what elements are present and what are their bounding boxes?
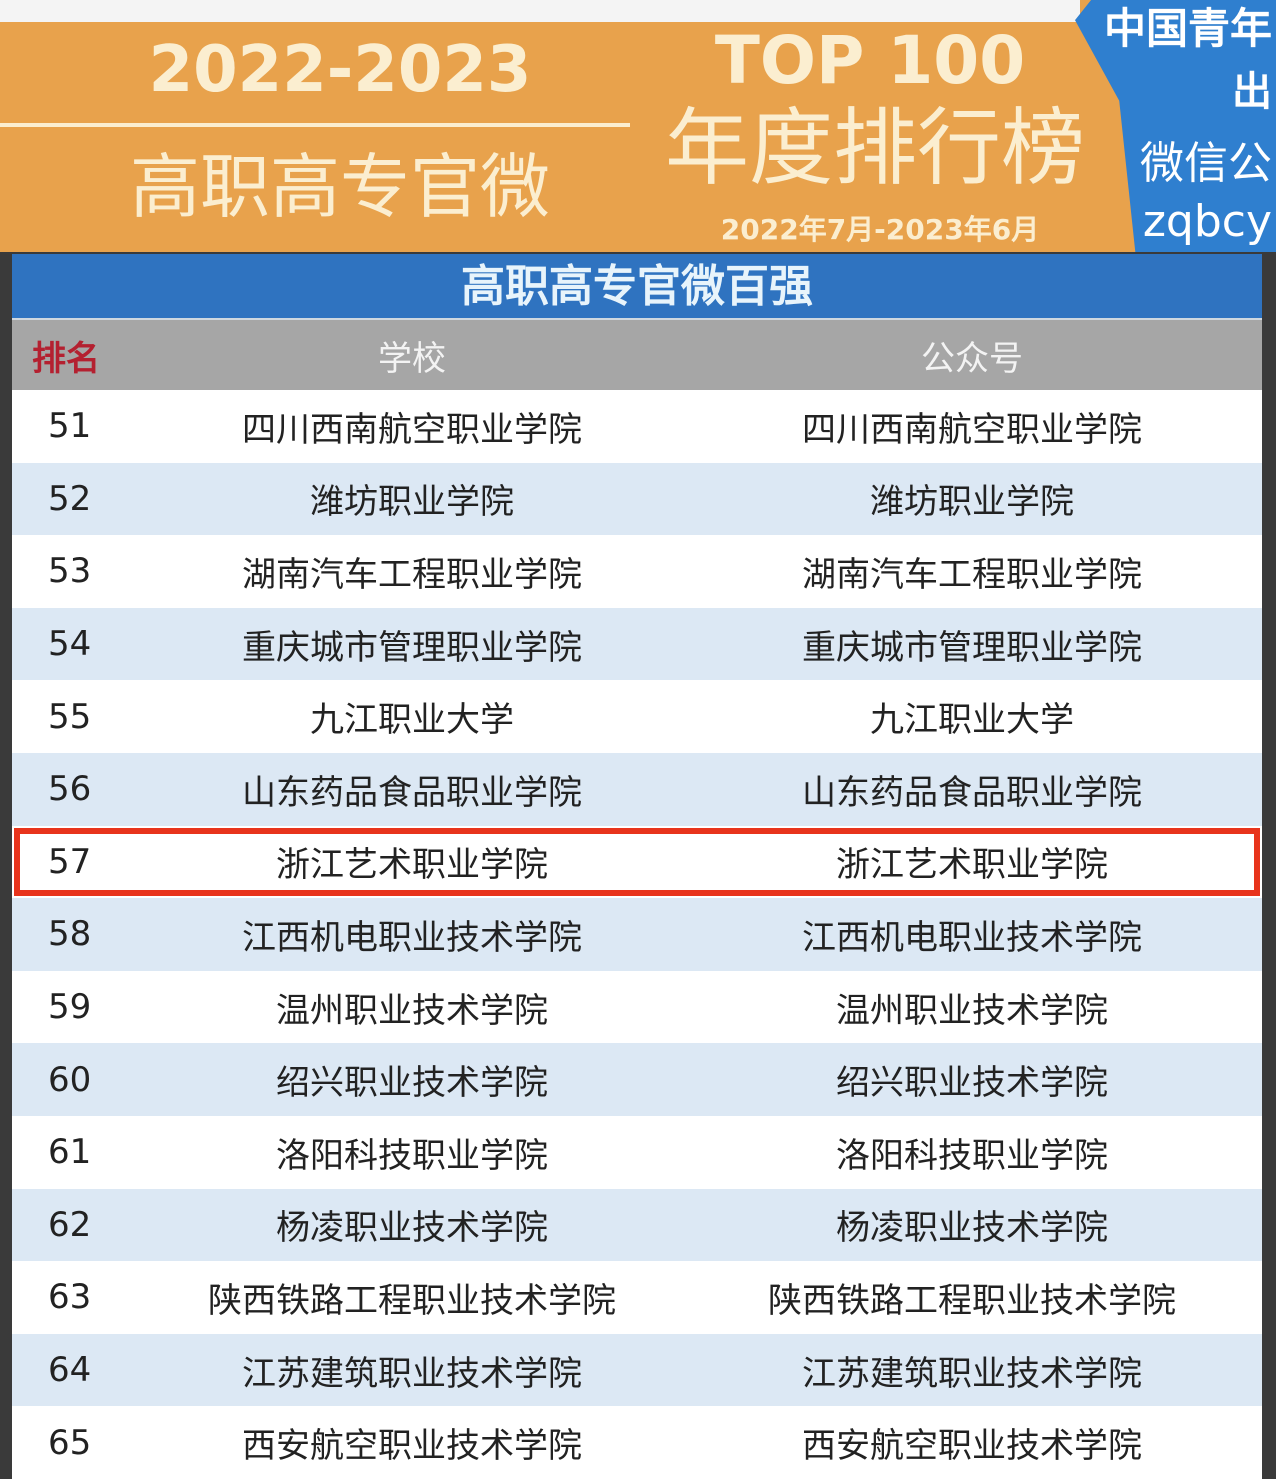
ranking-banner: 2022-2023 高职高专官微 TOP 100 年度排行榜 2022年7月-2…	[0, 0, 1276, 252]
account-cell: 浙江艺术职业学院	[836, 845, 1108, 886]
account-cell: 湖南汽车工程职业学院	[802, 554, 1142, 595]
banner-ranking-title: 年度排行榜	[664, 99, 1085, 197]
account-cell: 西安航空职业技术学院	[802, 1426, 1142, 1467]
rank-cell: 62	[48, 1204, 92, 1245]
badge-line2: 出	[1232, 69, 1272, 115]
account-cell: 九江职业大学	[870, 700, 1074, 741]
school-cell: 湖南汽车工程职业学院	[242, 554, 582, 595]
school-cell: 西安航空职业技术学院	[242, 1426, 582, 1467]
banner-subtitle: 高职高专官微	[130, 146, 550, 228]
account-cell: 山东药品食品职业学院	[802, 772, 1142, 813]
school-cell: 绍兴职业技术学院	[276, 1063, 548, 1104]
rank-cell: 56	[48, 769, 92, 810]
rank-cell: 57	[48, 841, 92, 882]
account-cell: 洛阳科技职业学院	[836, 1135, 1108, 1176]
header-school: 学校	[378, 338, 446, 379]
table-row: 58 江西机电职业技术学院 江西机电职业技术学院	[12, 898, 1262, 971]
account-cell: 绍兴职业技术学院	[836, 1063, 1108, 1104]
school-cell: 陕西铁路工程职业技术学院	[208, 1280, 616, 1321]
banner-period: 2022年7月-2023年6月	[720, 213, 1040, 246]
account-cell: 杨凌职业技术学院	[836, 1208, 1108, 1249]
rank-cell: 58	[48, 914, 92, 955]
banner-top100: TOP 100	[714, 22, 1026, 99]
banner-top-strip	[0, 0, 1080, 22]
rank-cell: 51	[48, 406, 92, 447]
table-row: 60 绍兴职业技术学院 绍兴职业技术学院	[12, 1043, 1262, 1116]
banner-divider	[0, 123, 630, 127]
table-row: 63 陕西铁路工程职业技术学院 陕西铁路工程职业技术学院	[12, 1261, 1262, 1334]
table-row: 52 潍坊职业学院 潍坊职业学院	[12, 462, 1262, 536]
school-cell: 江苏建筑职业技术学院	[242, 1353, 582, 1394]
table-row: 59 温州职业技术学院 温州职业技术学院	[12, 970, 1262, 1044]
school-cell: 浙江艺术职业学院	[276, 845, 548, 886]
account-cell: 陕西铁路工程职业技术学院	[768, 1280, 1176, 1321]
rank-cell: 53	[48, 551, 92, 592]
account-cell: 江西机电职业技术学院	[802, 917, 1142, 958]
school-cell: 九江职业大学	[310, 700, 514, 741]
account-cell: 重庆城市管理职业学院	[802, 627, 1142, 668]
badge-line4: zqbcy	[1142, 196, 1272, 247]
rank-cell: 55	[48, 696, 92, 737]
table-row: 56 山东药品食品职业学院 山东药品食品职业学院	[12, 752, 1262, 826]
table-row: 62 杨凌职业技术学院 杨凌职业技术学院	[12, 1188, 1262, 1262]
rank-cell: 60	[48, 1059, 92, 1100]
table-row: 55 九江职业大学 九江职业大学	[12, 680, 1262, 753]
rank-cell: 52	[48, 478, 92, 519]
table-row-highlighted: 57 浙江艺术职业学院 浙江艺术职业学院	[12, 825, 1262, 899]
table-header: 排名 学校 公众号	[12, 320, 1262, 390]
table-row: 51 四川西南航空职业学院 四川西南航空职业学院	[12, 390, 1262, 463]
account-cell: 潍坊职业学院	[870, 482, 1074, 523]
rank-cell: 65	[48, 1422, 92, 1463]
account-cell: 江苏建筑职业技术学院	[802, 1353, 1142, 1394]
account-cell: 温州职业技术学院	[836, 990, 1108, 1031]
school-cell: 洛阳科技职业学院	[276, 1135, 548, 1176]
table-title: 高职高专官微百强	[12, 254, 1262, 320]
school-cell: 四川西南航空职业学院	[242, 409, 582, 450]
rank-cell: 54	[48, 624, 92, 665]
account-cell: 四川西南航空职业学院	[802, 409, 1142, 450]
school-cell: 山东药品食品职业学院	[242, 772, 582, 813]
ranking-table: 高职高专官微百强 排名 学校 公众号 51 四川西南航空职业学院 四川西南航空职业学…	[12, 254, 1262, 1479]
table-row: 54 重庆城市管理职业学院 重庆城市管理职业学院	[12, 607, 1262, 681]
table-row: 65 西安航空职业技术学院 西安航空职业技术学院	[12, 1406, 1262, 1479]
badge-line1: 中国青年	[1103, 4, 1272, 53]
school-cell: 重庆城市管理职业学院	[242, 627, 582, 668]
school-cell: 温州职业技术学院	[276, 990, 548, 1031]
banner-year: 2022-2023	[148, 33, 532, 107]
table-body: 51 四川西南航空职业学院 四川西南航空职业学院 52 潍坊职业学院 潍坊职业学院 53 湖南…	[12, 390, 1262, 1479]
rank-cell: 61	[48, 1132, 92, 1173]
school-cell: 杨凌职业技术学院	[276, 1208, 548, 1249]
header-account: 公众号	[921, 338, 1023, 379]
school-cell: 江西机电职业技术学院	[242, 917, 582, 958]
badge-line3: 微信公	[1140, 138, 1272, 189]
table-row: 61 洛阳科技职业学院 洛阳科技职业学院	[12, 1115, 1262, 1189]
rank-cell: 64	[48, 1350, 92, 1391]
rank-cell: 59	[48, 987, 92, 1028]
header-rank: 排名	[32, 338, 100, 379]
table-row: 53 湖南汽车工程职业学院 湖南汽车工程职业学院	[12, 535, 1262, 608]
table-row: 64 江苏建筑职业技术学院 江苏建筑职业技术学院	[12, 1333, 1262, 1407]
rank-cell: 63	[48, 1277, 92, 1318]
school-cell: 潍坊职业学院	[310, 482, 514, 523]
publisher-badge: 中国青年 出 微信公 zqbcy	[1075, 0, 1276, 252]
